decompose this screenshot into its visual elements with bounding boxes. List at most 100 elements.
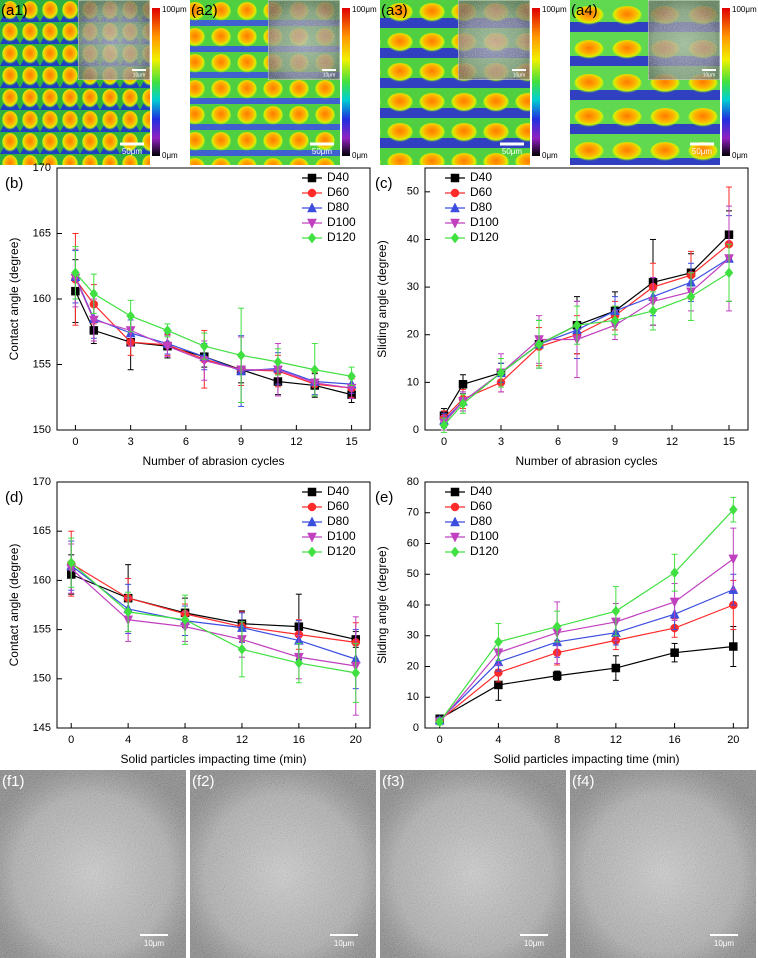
legend-label: D80 [470,200,492,214]
data-point [611,663,621,673]
series-line [70,563,356,643]
y-axis-label: Sliding angle (degree) [375,240,389,357]
y-tick-label: 145 [33,722,51,734]
legend-marker [307,188,317,198]
data-point [71,267,80,279]
legend-label: D80 [470,514,492,528]
colorbar [722,8,730,156]
legend-marker [307,516,317,527]
y-tick-label: 160 [33,574,51,586]
x-tick-label: 9 [612,436,618,448]
data-point [162,341,173,352]
data-point [534,338,544,350]
data-point [180,614,190,626]
series-line [439,604,734,721]
data-point [439,419,449,431]
scale-text: 10μm [144,939,165,948]
legend-marker [450,532,460,543]
y-tick-label: 20 [407,660,419,672]
x-tick-label: 8 [182,734,188,746]
legend-label: D40 [470,170,492,184]
y-tick-label: 40 [407,599,419,611]
data-point [458,380,468,389]
series-line [74,276,352,385]
x-tick-label: 16 [293,734,305,746]
series-line [443,258,730,424]
x-tick-label: 4 [125,734,131,746]
x-tick-label: 20 [727,734,739,746]
data-point [686,291,696,303]
x-tick-label: 16 [668,734,680,746]
data-point [728,504,738,516]
legend-label: D120 [327,230,356,244]
legend-label: D100 [470,529,499,543]
y-tick-label: 0 [413,424,419,436]
series-line [443,243,730,419]
y-axis-label: Contact angle (degree) [7,238,21,361]
legend-label: D40 [327,170,349,184]
legend-marker [450,502,460,512]
y-tick-label: 50 [407,186,419,198]
inset-scale-text: 10μm [513,72,526,78]
colorbar-max: 100μm [542,5,567,14]
legend-marker [450,487,460,497]
series-line [70,568,356,667]
legend-label: D60 [327,499,349,513]
series-line [70,565,356,660]
plot-frame [424,167,749,431]
data-point [435,716,445,728]
colorbar-min: 0μm [162,151,178,160]
series-line [439,558,734,723]
y-tick-label: 170 [33,162,51,174]
panel-label: (b) [5,175,23,192]
sem-image [570,770,756,958]
series-line [439,509,734,723]
data-point [66,557,76,569]
data-point [310,364,320,376]
x-tick-label: 12 [290,436,302,448]
panel-label: (a3) [381,2,408,19]
inset-scale-text: 10μm [323,72,336,78]
data-point [294,657,304,669]
y-tick-label: 155 [33,624,51,636]
data-point [669,597,680,608]
legend-marker [307,218,317,229]
sem-inset [77,0,151,81]
y-tick-label: 10 [407,691,419,703]
legend-label: D120 [470,230,499,244]
colorbar-min: 0μm [542,151,558,160]
y-tick-label: 170 [33,476,51,488]
data-point [199,340,209,352]
data-point [648,305,658,317]
colorbar-max: 100μm [732,5,757,14]
x-tick-label: 6 [183,436,189,448]
data-point [163,325,172,336]
legend-marker [450,516,460,527]
x-tick-label: 0 [441,436,447,448]
x-tick-label: 4 [495,734,501,746]
legend-marker [307,532,317,543]
data-point [611,605,621,617]
series-line [70,573,356,641]
legend-label: D40 [327,484,349,498]
panel-label: (e) [375,489,393,506]
data-point [729,642,738,651]
x-tick-label: 20 [350,734,362,746]
legend-marker [307,202,317,213]
panel-label: (a1) [1,2,28,19]
data-point [236,349,246,361]
sem-inset [647,0,721,81]
y-tick-label: 10 [407,376,419,388]
data-point [89,288,99,300]
series-line [443,272,730,426]
sem-inset [457,0,531,81]
scale-text: 50μm [312,147,333,156]
data-point [670,567,679,579]
legend-marker [307,487,317,497]
panel-label: (f1) [2,773,25,790]
legend-label: D120 [327,544,356,558]
data-point [347,370,356,382]
data-point [237,643,247,655]
panel-label: (d) [5,489,23,506]
